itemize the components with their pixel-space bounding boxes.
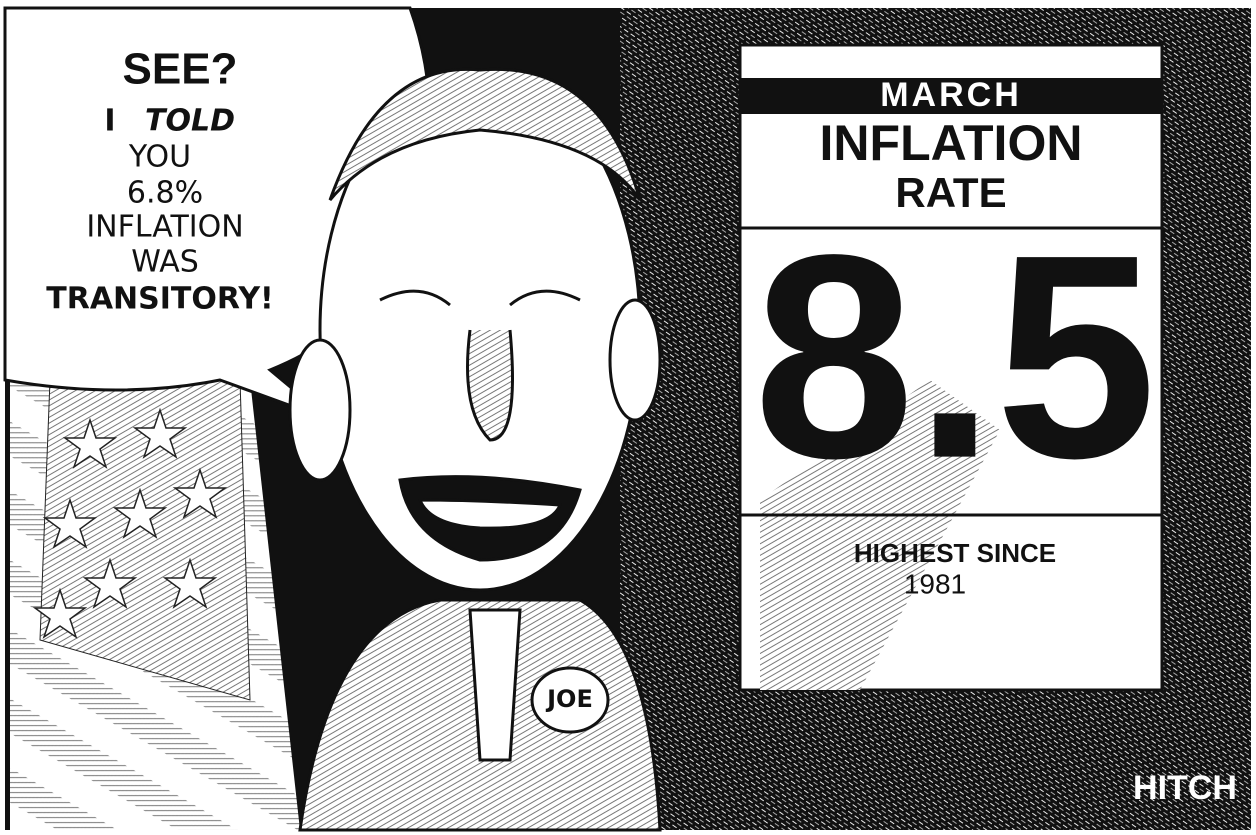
bubble-text: I <box>104 104 115 139</box>
tie <box>470 610 520 760</box>
sign: MARCH INFLATION RATE 8.5 HIGHEST SINCE 1… <box>740 45 1162 690</box>
ear <box>290 340 350 480</box>
bubble-text: TRANSITORY! <box>46 282 274 317</box>
bubble-text: SEE? <box>123 45 238 94</box>
sign-header: MARCH <box>880 76 1022 114</box>
sign-value: 8.5 <box>753 195 1156 519</box>
sign-footer: 1981 <box>904 568 966 599</box>
sign-title: INFLATION <box>820 115 1083 171</box>
bubble-text: 6.8% <box>127 176 203 211</box>
bubble-text: YOU <box>128 140 191 175</box>
flag <box>10 380 300 830</box>
bubble-text: TOLD <box>145 104 235 139</box>
button-text: JOE <box>545 685 593 713</box>
bubble-text: WAS <box>131 245 199 280</box>
ear <box>610 300 660 420</box>
cartoon: SEE? I TOLD YOU 6.8% INFLATION WAS TRANS… <box>0 0 1256 835</box>
bubble-text: INFLATION <box>86 210 243 245</box>
signature: HITCH <box>1133 769 1237 807</box>
caricature <box>290 69 660 830</box>
page: SEE? I TOLD YOU 6.8% INFLATION WAS TRANS… <box>0 0 1256 835</box>
sign-footer: HIGHEST SINCE <box>854 538 1056 568</box>
